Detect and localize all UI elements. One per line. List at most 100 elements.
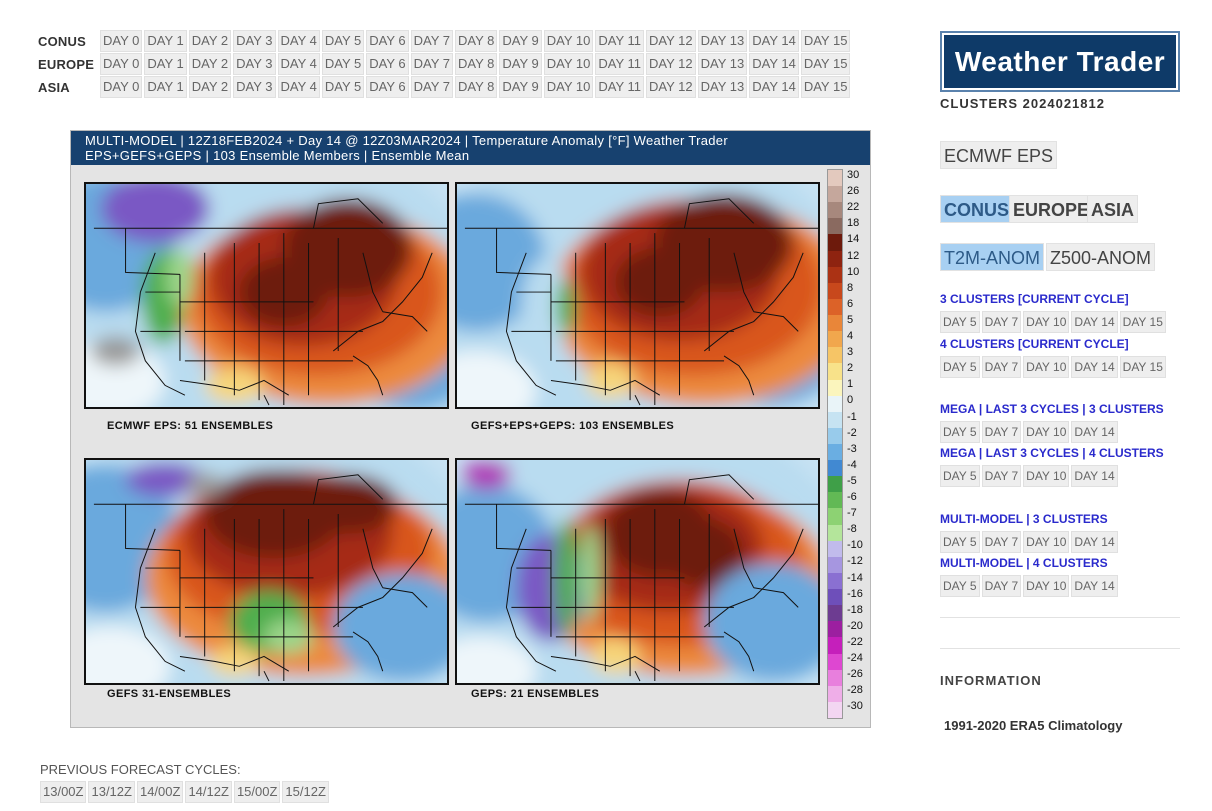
conus-day-8-button[interactable]: DAY 8 <box>455 30 498 52</box>
cluster-group-title-3[interactable]: MEGA | LAST 3 CYCLES | 3 CLUSTERS <box>940 402 1164 416</box>
cycle-button-1[interactable]: 13/12Z <box>88 781 135 803</box>
asia-day-15-button[interactable]: DAY 15 <box>800 76 851 98</box>
cycle-button-5[interactable]: 15/12Z <box>282 781 329 803</box>
asia-day-12-button[interactable]: DAY 12 <box>646 76 696 98</box>
europe-day-8-button[interactable]: DAY 8 <box>455 53 498 75</box>
cluster-day-button[interactable]: DAY 10 <box>1023 311 1070 333</box>
europe-day-2-button[interactable]: DAY 2 <box>188 53 232 75</box>
europe-day-4-button[interactable]: DAY 4 <box>277 53 320 75</box>
temperature-anomaly-map <box>457 184 818 407</box>
europe-day-1-button[interactable]: DAY 1 <box>144 53 187 75</box>
asia-day-6-button[interactable]: DAY 6 <box>366 76 409 98</box>
cluster-day-button[interactable]: DAY 10 <box>1023 465 1070 487</box>
region-button-europe[interactable]: EUROPE <box>1009 195 1094 223</box>
conus-day-12-button[interactable]: DAY 12 <box>646 30 696 52</box>
cluster-day-button[interactable]: DAY 5 <box>940 575 980 597</box>
region-button-asia[interactable]: ASIA <box>1087 195 1139 223</box>
cycle-button-3[interactable]: 14/12Z <box>185 781 232 803</box>
asia-day-3-button[interactable]: DAY 3 <box>233 76 276 98</box>
cluster-group-title-4[interactable]: MEGA | LAST 3 CYCLES | 4 CLUSTERS <box>940 446 1164 460</box>
cluster-day-button[interactable]: DAY 7 <box>981 531 1022 553</box>
asia-day-8-button[interactable]: DAY 8 <box>455 76 498 98</box>
asia-day-2-button[interactable]: DAY 2 <box>188 76 232 98</box>
cluster-day-button[interactable]: DAY 14 <box>1071 311 1118 333</box>
cluster-day-button[interactable]: DAY 7 <box>981 356 1022 378</box>
map-panel-ecmwf <box>84 182 449 409</box>
cluster-group-title-6[interactable]: MULTI-MODEL | 4 CLUSTERS <box>940 556 1108 570</box>
model-button-ecmwf-eps[interactable]: ECMWF EPS <box>940 141 1058 169</box>
europe-day-5-button[interactable]: DAY 5 <box>321 53 365 75</box>
conus-day-6-button[interactable]: DAY 6 <box>366 30 409 52</box>
cluster-day-button[interactable]: DAY 10 <box>1023 421 1070 443</box>
europe-day-12-button[interactable]: DAY 12 <box>646 53 696 75</box>
cluster-day-button[interactable]: DAY 15 <box>1119 356 1166 378</box>
europe-day-11-button[interactable]: DAY 11 <box>595 53 644 75</box>
cluster-day-button[interactable]: DAY 15 <box>1119 311 1166 333</box>
conus-day-0-button[interactable]: DAY 0 <box>100 30 143 52</box>
asia-day-11-button[interactable]: DAY 11 <box>595 76 644 98</box>
cluster-day-button[interactable]: DAY 5 <box>940 421 980 443</box>
cluster-group-title-1[interactable]: 3 CLUSTERS [CURRENT CYCLE] <box>940 292 1129 306</box>
europe-day-0-button[interactable]: DAY 0 <box>100 53 143 75</box>
region-label-conus[interactable]: CONUS <box>38 33 86 49</box>
europe-day-7-button[interactable]: DAY 7 <box>410 53 453 75</box>
cluster-day-button[interactable]: DAY 5 <box>940 465 980 487</box>
cluster-day-button[interactable]: DAY 7 <box>981 465 1022 487</box>
conus-day-4-button[interactable]: DAY 4 <box>277 30 320 52</box>
asia-day-5-button[interactable]: DAY 5 <box>321 76 365 98</box>
asia-day-0-button[interactable]: DAY 0 <box>100 76 143 98</box>
europe-day-10-button[interactable]: DAY 10 <box>543 53 594 75</box>
region-button-conus[interactable]: CONUS <box>940 195 1014 223</box>
cluster-day-button[interactable]: DAY 14 <box>1071 575 1118 597</box>
temperature-anomaly-map <box>457 460 818 683</box>
asia-day-9-button[interactable]: DAY 9 <box>499 76 542 98</box>
cluster-day-button[interactable]: DAY 10 <box>1023 356 1070 378</box>
asia-day-10-button[interactable]: DAY 10 <box>543 76 594 98</box>
conus-day-11-button[interactable]: DAY 11 <box>595 30 644 52</box>
europe-day-13-button[interactable]: DAY 13 <box>697 53 748 75</box>
variable-button-z500-anom[interactable]: Z500-ANOM <box>1046 243 1156 271</box>
conus-day-7-button[interactable]: DAY 7 <box>410 30 453 52</box>
cluster-day-button[interactable]: DAY 7 <box>981 421 1022 443</box>
cluster-day-button[interactable]: DAY 14 <box>1071 465 1118 487</box>
cycle-button-0[interactable]: 13/00Z <box>40 781 87 803</box>
cluster-day-button[interactable]: DAY 7 <box>981 311 1022 333</box>
conus-day-13-button[interactable]: DAY 13 <box>697 30 748 52</box>
asia-day-13-button[interactable]: DAY 13 <box>697 76 748 98</box>
cycle-button-4[interactable]: 15/00Z <box>233 781 281 803</box>
cluster-day-button[interactable]: DAY 7 <box>981 575 1022 597</box>
cluster-group-title-2[interactable]: 4 CLUSTERS [CURRENT CYCLE] <box>940 337 1129 351</box>
asia-day-1-button[interactable]: DAY 1 <box>144 76 187 98</box>
conus-day-9-button[interactable]: DAY 9 <box>499 30 542 52</box>
conus-day-10-button[interactable]: DAY 10 <box>543 30 594 52</box>
region-label-europe[interactable]: EUROPE <box>38 56 95 72</box>
region-label-asia[interactable]: ASIA <box>38 79 70 95</box>
conus-day-15-button[interactable]: DAY 15 <box>800 30 851 52</box>
asia-day-14-button[interactable]: DAY 14 <box>749 76 799 98</box>
cluster-day-button[interactable]: DAY 10 <box>1023 575 1070 597</box>
europe-day-9-button[interactable]: DAY 9 <box>499 53 542 75</box>
europe-day-6-button[interactable]: DAY 6 <box>366 53 409 75</box>
conus-day-2-button[interactable]: DAY 2 <box>188 30 232 52</box>
cluster-day-button[interactable]: DAY 5 <box>940 311 980 333</box>
weather-trader-logo[interactable]: Weather Trader <box>940 31 1180 92</box>
cluster-day-button[interactable]: DAY 10 <box>1023 531 1070 553</box>
variable-button-t2m-anom[interactable]: T2M-ANOM <box>940 243 1044 271</box>
conus-day-14-button[interactable]: DAY 14 <box>749 30 799 52</box>
cluster-day-button[interactable]: DAY 14 <box>1071 356 1118 378</box>
conus-day-3-button[interactable]: DAY 3 <box>233 30 276 52</box>
asia-day-7-button[interactable]: DAY 7 <box>410 76 453 98</box>
asia-day-4-button[interactable]: DAY 4 <box>277 76 320 98</box>
cluster-day-button[interactable]: DAY 14 <box>1071 421 1118 443</box>
conus-day-1-button[interactable]: DAY 1 <box>144 30 187 52</box>
climatology-link[interactable]: 1991-2020 ERA5 Climatology <box>944 718 1123 733</box>
europe-day-14-button[interactable]: DAY 14 <box>749 53 799 75</box>
conus-day-5-button[interactable]: DAY 5 <box>321 30 365 52</box>
europe-day-15-button[interactable]: DAY 15 <box>800 53 851 75</box>
cluster-day-button[interactable]: DAY 5 <box>940 356 980 378</box>
cluster-day-button[interactable]: DAY 14 <box>1071 531 1118 553</box>
cycle-button-2[interactable]: 14/00Z <box>136 781 184 803</box>
cluster-day-button[interactable]: DAY 5 <box>940 531 980 553</box>
europe-day-3-button[interactable]: DAY 3 <box>233 53 276 75</box>
cluster-group-title-5[interactable]: MULTI-MODEL | 3 CLUSTERS <box>940 512 1108 526</box>
